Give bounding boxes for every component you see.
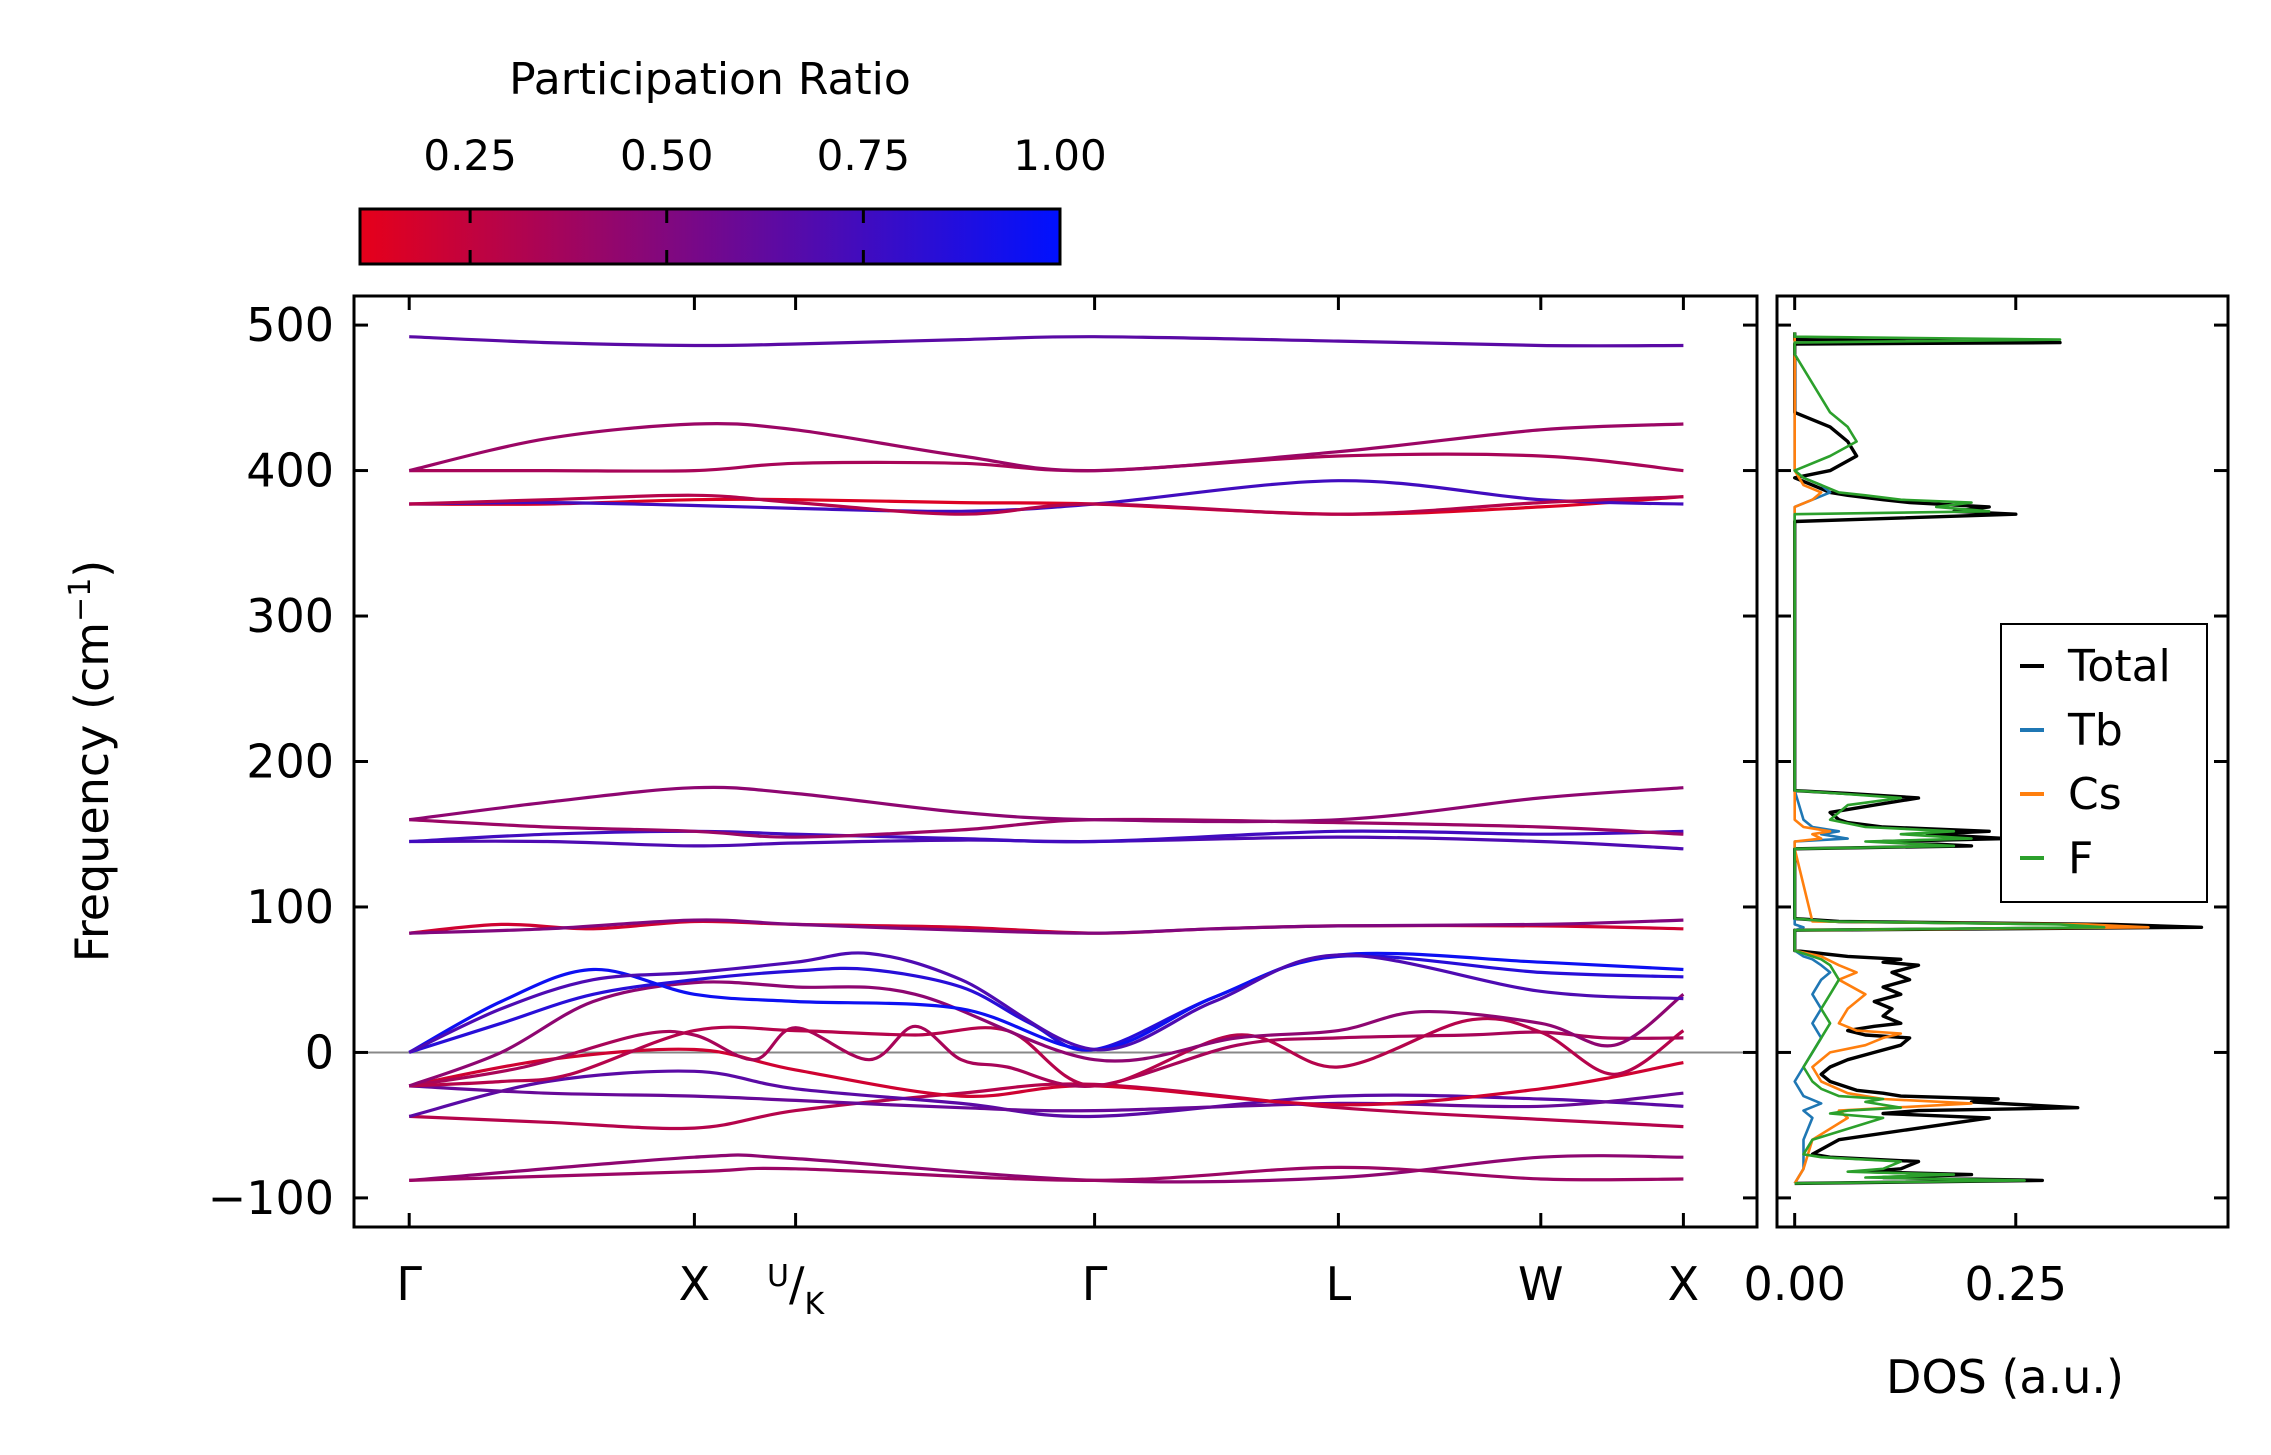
dos-axis: 0.00 0.25 [1743, 296, 2228, 1311]
band-structure-panel: −100 0 100 200 300 400 500 Γ X U/K Γ L W X Frequency… [63, 294, 1759, 1322]
y-tick-label: −100 [208, 1171, 334, 1225]
colorbar: Participation Ratio 0.25 0.50 0.75 1.00 [358, 54, 1107, 266]
phonon-band-line [408, 954, 1684, 1054]
dos-legend: Total Tb Cs F [2000, 623, 2208, 903]
band-y-axis: −100 0 100 200 300 400 500 [208, 298, 1757, 1225]
dos-x-axis-label: DOS (a.u.) [1886, 1350, 2124, 1404]
dos-line-total [1793, 332, 2204, 1186]
colorbar-tick-label: 0.75 [817, 131, 911, 180]
legend-label: Total [2067, 641, 2171, 692]
phonon-band-line [408, 980, 1685, 1088]
phonon-band-line [409, 829, 1684, 844]
legend-box [2000, 623, 2208, 903]
colorbar-tick-label: 1.00 [1013, 131, 1107, 180]
phonon-band-line [409, 1165, 1684, 1183]
y-tick-label: 300 [246, 589, 334, 643]
y-tick-label: 200 [246, 735, 334, 789]
phonon-band-line [409, 493, 1684, 516]
dos-line-f [1793, 332, 2106, 1185]
phonon-band-line [408, 951, 1684, 1054]
y-tick-label: 400 [246, 444, 334, 498]
phonon-band-line [408, 785, 1684, 824]
y-tick-label: 500 [246, 298, 334, 352]
phonon-band-line [409, 1153, 1684, 1184]
k-point-label: L [1326, 1257, 1352, 1311]
phonon-band-line [408, 1024, 1684, 1088]
phonon-band-line [409, 1082, 1684, 1131]
dos-lines [1793, 332, 2204, 1186]
colorbar-title: Participation Ratio [509, 54, 911, 105]
dos-panel: 0.00 0.25 DOS (a.u.) Total Tb Cs F [1743, 294, 2230, 1404]
phonon-band-line [409, 452, 1684, 473]
legend-label: F [2068, 833, 2093, 884]
k-point-label: X [679, 1257, 711, 1311]
phonon-band-line [409, 1084, 1684, 1113]
y-tick-label: 100 [246, 880, 334, 934]
band-x-axis: Γ X U/K Γ L W X [396, 296, 1699, 1322]
colorbar-gradient [358, 207, 1062, 266]
k-point-label: Γ [396, 1257, 422, 1311]
phonon-band-line [408, 1047, 1684, 1107]
phonon-band-line [408, 951, 1684, 1054]
phonon-band-line [409, 335, 1684, 348]
colorbar-tick-label: 0.50 [620, 131, 714, 180]
dos-x-tick-label: 0.00 [1743, 1257, 1845, 1311]
phonon-band-line [409, 918, 1684, 935]
colorbar-tick-label: 0.25 [423, 131, 517, 180]
k-point-label: X [1668, 1257, 1700, 1311]
y-tick-label: 0 [305, 1025, 334, 1079]
y-axis-label: Frequency (cm−1) [63, 560, 119, 963]
phonon-band-line [409, 1016, 1685, 1088]
dos-x-tick-label: 0.25 [1965, 1257, 2067, 1311]
phonon-band-line [409, 479, 1684, 514]
phonon-band-line [408, 421, 1684, 473]
legend-label: Tb [2067, 705, 2123, 756]
phonon-band-line [409, 817, 1684, 839]
k-point-label: U/K [767, 1257, 825, 1322]
k-point-label: Γ [1082, 1257, 1108, 1311]
colorbar-ticks: 0.25 0.50 0.75 1.00 [423, 131, 1107, 264]
band-lines [354, 335, 1757, 1184]
legend-label: Cs [2068, 769, 2122, 820]
k-point-label: W [1518, 1257, 1563, 1311]
